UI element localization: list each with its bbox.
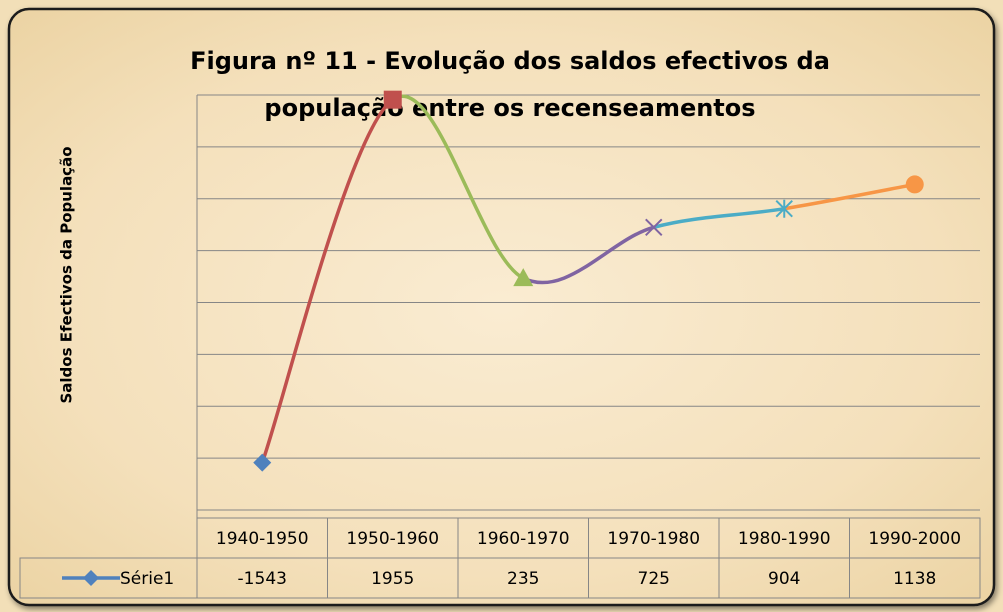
line-segment	[782, 182, 917, 211]
marker	[513, 268, 534, 287]
chart-title: população entre os recenseamentos	[264, 94, 755, 122]
marker	[905, 175, 924, 194]
x-tick-label: 1980-1990	[738, 529, 831, 549]
legend-label: Série1	[120, 569, 174, 589]
x-tick-label: 1970-1980	[607, 529, 700, 549]
x-tick-label: 1950-1960	[346, 529, 439, 549]
table-value: -1543	[238, 569, 287, 589]
line-segment	[260, 97, 395, 465]
y-axis-label: Saldos Efectivos da População	[58, 146, 76, 403]
marker	[645, 218, 663, 236]
table-value: 1955	[371, 569, 414, 589]
legend-key	[83, 570, 99, 586]
marker	[253, 453, 272, 472]
chart-frame	[7, 7, 996, 607]
line-segment	[521, 225, 656, 285]
plot: 1940-1950 1950-1960 1960-1970 1970-1980 1980…	[19, 90, 981, 599]
x-tick-label: 1940-1950	[216, 529, 309, 549]
table-value: 1138	[893, 569, 936, 589]
line-segment	[391, 94, 525, 280]
x-tick-label: 1960-1970	[477, 529, 570, 549]
chart-title: Figura nº 11 - Evolução dos saldos efect…	[190, 47, 830, 75]
marker	[383, 90, 402, 109]
table-value: 235	[507, 569, 539, 589]
marker	[775, 199, 793, 218]
x-tick-label: 1990-2000	[868, 529, 961, 549]
table-value: 725	[638, 569, 670, 589]
line-segment	[652, 206, 786, 230]
table-cell	[849, 557, 981, 599]
table-value: 904	[768, 569, 800, 589]
